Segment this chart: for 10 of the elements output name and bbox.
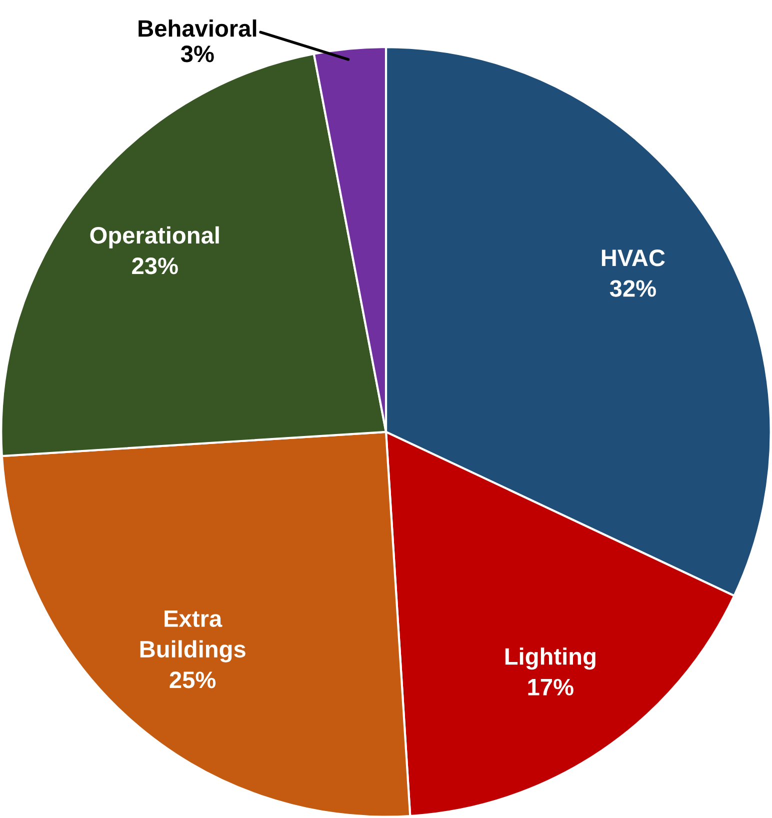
slice-label: Extra Buildings	[140, 610, 246, 662]
slice-label: Operational	[90, 226, 219, 248]
slice-label: HVAC	[602, 250, 665, 266]
slice-label: Lighting	[505, 647, 596, 670]
data-label: 25%	[170, 672, 216, 688]
data-label: 3%	[180, 46, 214, 62]
data-label: 23%	[132, 258, 178, 274]
data-label: 17%	[528, 678, 574, 696]
slice-label: Behavioral	[138, 19, 256, 37]
data-label: 32%	[610, 280, 656, 297]
